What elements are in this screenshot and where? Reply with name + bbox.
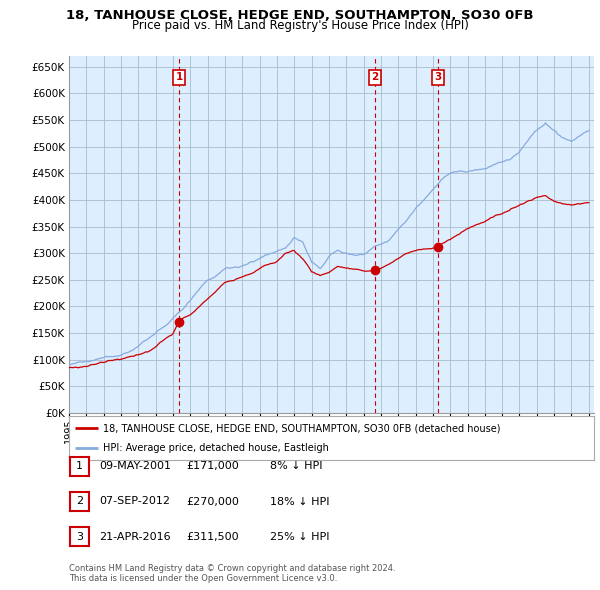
Text: 18, TANHOUSE CLOSE, HEDGE END, SOUTHAMPTON, SO30 0FB (detached house): 18, TANHOUSE CLOSE, HEDGE END, SOUTHAMPT… xyxy=(103,424,500,433)
Text: £311,500: £311,500 xyxy=(186,532,239,542)
Text: 8% ↓ HPI: 8% ↓ HPI xyxy=(270,461,323,471)
Text: 2: 2 xyxy=(371,73,379,83)
Text: 3: 3 xyxy=(434,73,442,83)
Text: 09-MAY-2001: 09-MAY-2001 xyxy=(99,461,171,471)
Text: 21-APR-2016: 21-APR-2016 xyxy=(99,532,170,542)
Text: HPI: Average price, detached house, Eastleigh: HPI: Average price, detached house, East… xyxy=(103,443,329,453)
Text: 25% ↓ HPI: 25% ↓ HPI xyxy=(270,532,329,542)
Text: Contains HM Land Registry data © Crown copyright and database right 2024.
This d: Contains HM Land Registry data © Crown c… xyxy=(69,563,395,583)
Text: Price paid vs. HM Land Registry's House Price Index (HPI): Price paid vs. HM Land Registry's House … xyxy=(131,19,469,32)
Text: 2: 2 xyxy=(76,497,83,506)
Text: 3: 3 xyxy=(76,532,83,542)
Text: 18% ↓ HPI: 18% ↓ HPI xyxy=(270,497,329,506)
Text: 1: 1 xyxy=(175,73,182,83)
Text: 18, TANHOUSE CLOSE, HEDGE END, SOUTHAMPTON, SO30 0FB: 18, TANHOUSE CLOSE, HEDGE END, SOUTHAMPT… xyxy=(66,9,534,22)
Text: £171,000: £171,000 xyxy=(186,461,239,471)
Text: £270,000: £270,000 xyxy=(186,497,239,506)
Text: 1: 1 xyxy=(76,461,83,471)
Text: 07-SEP-2012: 07-SEP-2012 xyxy=(99,497,170,506)
